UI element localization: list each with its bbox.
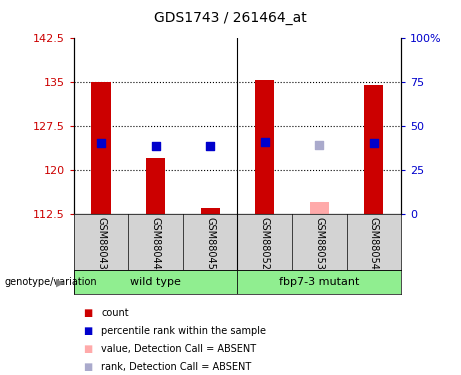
Bar bbox=[91, 82, 111, 214]
Text: wild type: wild type bbox=[130, 277, 181, 287]
Point bbox=[315, 142, 323, 148]
Point bbox=[370, 140, 378, 146]
Text: genotype/variation: genotype/variation bbox=[5, 277, 97, 287]
Text: rank, Detection Call = ABSENT: rank, Detection Call = ABSENT bbox=[101, 362, 252, 372]
Text: GDS1743 / 261464_at: GDS1743 / 261464_at bbox=[154, 11, 307, 25]
Text: percentile rank within the sample: percentile rank within the sample bbox=[101, 326, 266, 336]
Text: ■: ■ bbox=[83, 362, 92, 372]
Text: fbp7-3 mutant: fbp7-3 mutant bbox=[279, 277, 360, 287]
Text: ▶: ▶ bbox=[56, 277, 65, 287]
FancyBboxPatch shape bbox=[74, 270, 237, 294]
Text: value, Detection Call = ABSENT: value, Detection Call = ABSENT bbox=[101, 344, 256, 354]
Text: count: count bbox=[101, 308, 129, 318]
Bar bbox=[310, 202, 329, 214]
FancyBboxPatch shape bbox=[237, 270, 401, 294]
Text: GSM88052: GSM88052 bbox=[260, 216, 270, 270]
Point bbox=[97, 140, 105, 146]
Text: GSM88045: GSM88045 bbox=[205, 216, 215, 269]
Bar bbox=[146, 158, 165, 214]
Text: GSM88053: GSM88053 bbox=[314, 216, 324, 269]
Text: ■: ■ bbox=[83, 326, 92, 336]
Text: GSM88044: GSM88044 bbox=[151, 216, 160, 269]
Bar bbox=[364, 84, 384, 214]
Text: ■: ■ bbox=[83, 344, 92, 354]
Bar bbox=[255, 80, 274, 214]
Text: ■: ■ bbox=[83, 308, 92, 318]
Text: GSM88054: GSM88054 bbox=[369, 216, 379, 269]
Point bbox=[152, 143, 159, 149]
Point bbox=[261, 139, 268, 145]
Point bbox=[207, 143, 214, 149]
Bar bbox=[201, 208, 220, 214]
Text: GSM88043: GSM88043 bbox=[96, 216, 106, 269]
